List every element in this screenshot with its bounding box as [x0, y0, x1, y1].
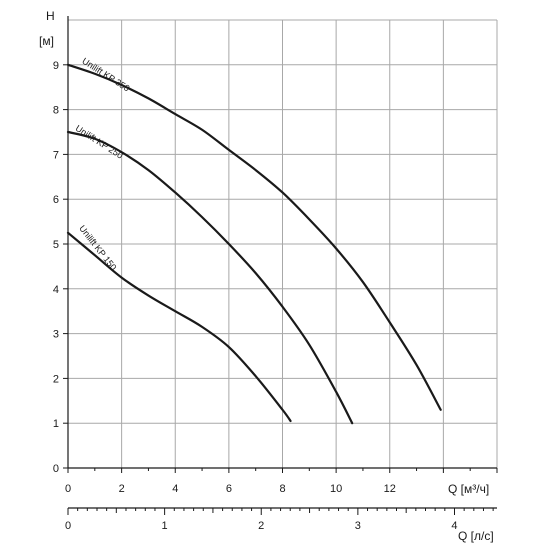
x2-tick-label: 0: [65, 520, 71, 532]
curve-label-1: Unilift KP 350: [80, 56, 131, 94]
y-tick-label: 9: [53, 60, 59, 72]
series-line-2: [66, 130, 354, 425]
y-tick-label: 4: [53, 284, 59, 296]
y-axis-title: H: [46, 9, 55, 23]
y-tick-label: 8: [53, 105, 59, 117]
y-tick-label: 2: [53, 373, 59, 385]
x-axis-primary-label: Q [м³/ч]: [448, 482, 489, 496]
x-tick-label: 6: [226, 483, 232, 495]
y-tick-label: 6: [53, 194, 59, 206]
y-tick-label: 0: [53, 463, 59, 475]
axes: [63, 16, 498, 515]
x2-tick-label: 3: [355, 520, 361, 532]
y-tick-label: 5: [53, 239, 59, 251]
x-tick-label: 8: [279, 483, 285, 495]
y-tick-label: 1: [53, 418, 59, 430]
curve-labels: Unilift KP 350 Unilift KP 250 Unilift KP 1…: [74, 56, 132, 273]
x2-tick-label: 1: [162, 520, 168, 532]
y-axis-unit: [м]: [39, 34, 54, 48]
series-line-1: [66, 63, 442, 411]
x-tick-label: 12: [384, 483, 396, 495]
x-tick-label: 10: [330, 483, 342, 495]
x-tick-label: 0: [65, 483, 71, 495]
x2-tick-label: 2: [258, 520, 264, 532]
y-tick-label: 3: [53, 329, 59, 341]
series: [66, 63, 442, 425]
curve-label-2: Unilift KP 250: [74, 123, 125, 161]
grid: [68, 19, 498, 468]
x2-tick-label: 4: [451, 520, 457, 532]
x-tick-label: 2: [119, 483, 125, 495]
y-tick-label: 7: [53, 149, 59, 161]
x-axis-secondary-label: Q [л/с]: [458, 529, 494, 543]
curve-label-3: Unilift KP 150: [77, 223, 118, 272]
x-tick-label: 4: [172, 483, 178, 495]
series-line-3: [66, 231, 292, 423]
